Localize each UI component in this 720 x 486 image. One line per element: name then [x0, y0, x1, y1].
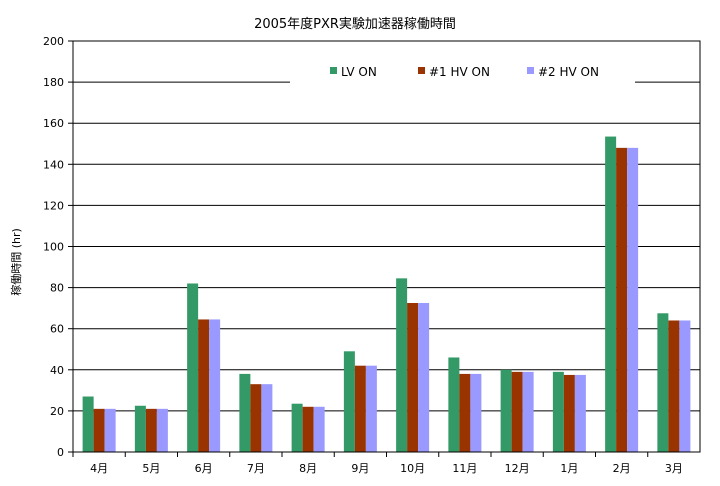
bar — [627, 147, 639, 453]
x-tick-label: 9月 — [351, 462, 369, 475]
bar — [459, 373, 471, 452]
bar — [679, 320, 691, 452]
y-tick-label: 140 — [43, 158, 64, 171]
legend-background — [290, 60, 635, 86]
bar — [365, 365, 377, 452]
y-tick-label: 60 — [50, 323, 64, 336]
plot-frame — [72, 40, 701, 453]
bar — [302, 406, 314, 452]
bar — [343, 351, 355, 452]
x-tick-label: 4月 — [90, 462, 108, 475]
bar — [187, 283, 199, 452]
y-tick-label: 120 — [43, 199, 64, 212]
bar — [448, 357, 460, 452]
legend-swatch — [418, 67, 425, 74]
bar — [563, 374, 575, 452]
bar — [250, 384, 262, 452]
chart-title: 2005年度PXR実験加速器稼働時間 — [254, 16, 456, 32]
x-tick-label: 8月 — [299, 462, 317, 475]
y-tick-labels: 0 20 40 60 80 100 120 140 160 180 200 — [43, 35, 64, 459]
y-tick-label: 180 — [43, 76, 64, 89]
legend-swatch — [330, 67, 337, 74]
bar — [668, 320, 680, 452]
y-tick-label: 100 — [43, 241, 64, 254]
bar — [407, 303, 419, 452]
y-tick-label: 20 — [50, 405, 64, 418]
bar — [605, 136, 617, 452]
bar — [209, 319, 221, 452]
bar — [616, 147, 628, 453]
x-tick-label: 11月 — [452, 462, 477, 475]
bar — [470, 373, 482, 452]
bars — [82, 136, 691, 453]
x-tick-label: 6月 — [195, 462, 213, 475]
bar — [198, 319, 210, 452]
bar — [500, 369, 512, 452]
bar — [261, 384, 273, 452]
bar — [145, 408, 157, 452]
legend-label: LV ON — [341, 65, 377, 79]
legend-label: #2 HV ON — [538, 65, 599, 79]
legend-swatch — [527, 67, 534, 74]
x-tick-labels: 4月 5月 6月 7月 8月 9月 10月 11月 12月 1月 2月 3月 — [90, 462, 683, 475]
legend-label: #1 HV ON — [429, 65, 490, 79]
x-tick-label: 1月 — [560, 462, 578, 475]
bar — [511, 371, 523, 452]
bar — [82, 396, 94, 452]
y-tick-label: 0 — [57, 446, 64, 459]
legend: LV ON #1 HV ON #2 HV ON — [290, 60, 635, 86]
bar — [93, 408, 105, 452]
bar — [134, 405, 146, 452]
bar — [522, 371, 534, 452]
y-tick-label: 80 — [50, 282, 64, 295]
bar — [552, 371, 564, 452]
y-tick-label: 160 — [43, 117, 64, 130]
x-tick-label: 7月 — [247, 462, 265, 475]
y-tick-label: 200 — [43, 35, 64, 48]
bar — [396, 278, 408, 452]
bar — [291, 403, 303, 452]
bar — [657, 313, 669, 452]
bar — [574, 374, 586, 452]
bar — [239, 373, 251, 452]
y-axis-label: 稼働時間 (hr) — [9, 228, 23, 296]
bar — [104, 408, 116, 452]
x-tick-label: 5月 — [142, 462, 160, 475]
bar — [313, 406, 325, 452]
x-tick-label: 3月 — [665, 462, 683, 475]
x-tick-label: 12月 — [505, 462, 530, 475]
y-tick-label: 40 — [50, 364, 64, 377]
x-tick-label: 10月 — [400, 462, 425, 475]
x-tick-label: 2月 — [613, 462, 631, 475]
bar — [418, 303, 430, 452]
bar — [156, 408, 168, 452]
bar — [354, 365, 366, 452]
